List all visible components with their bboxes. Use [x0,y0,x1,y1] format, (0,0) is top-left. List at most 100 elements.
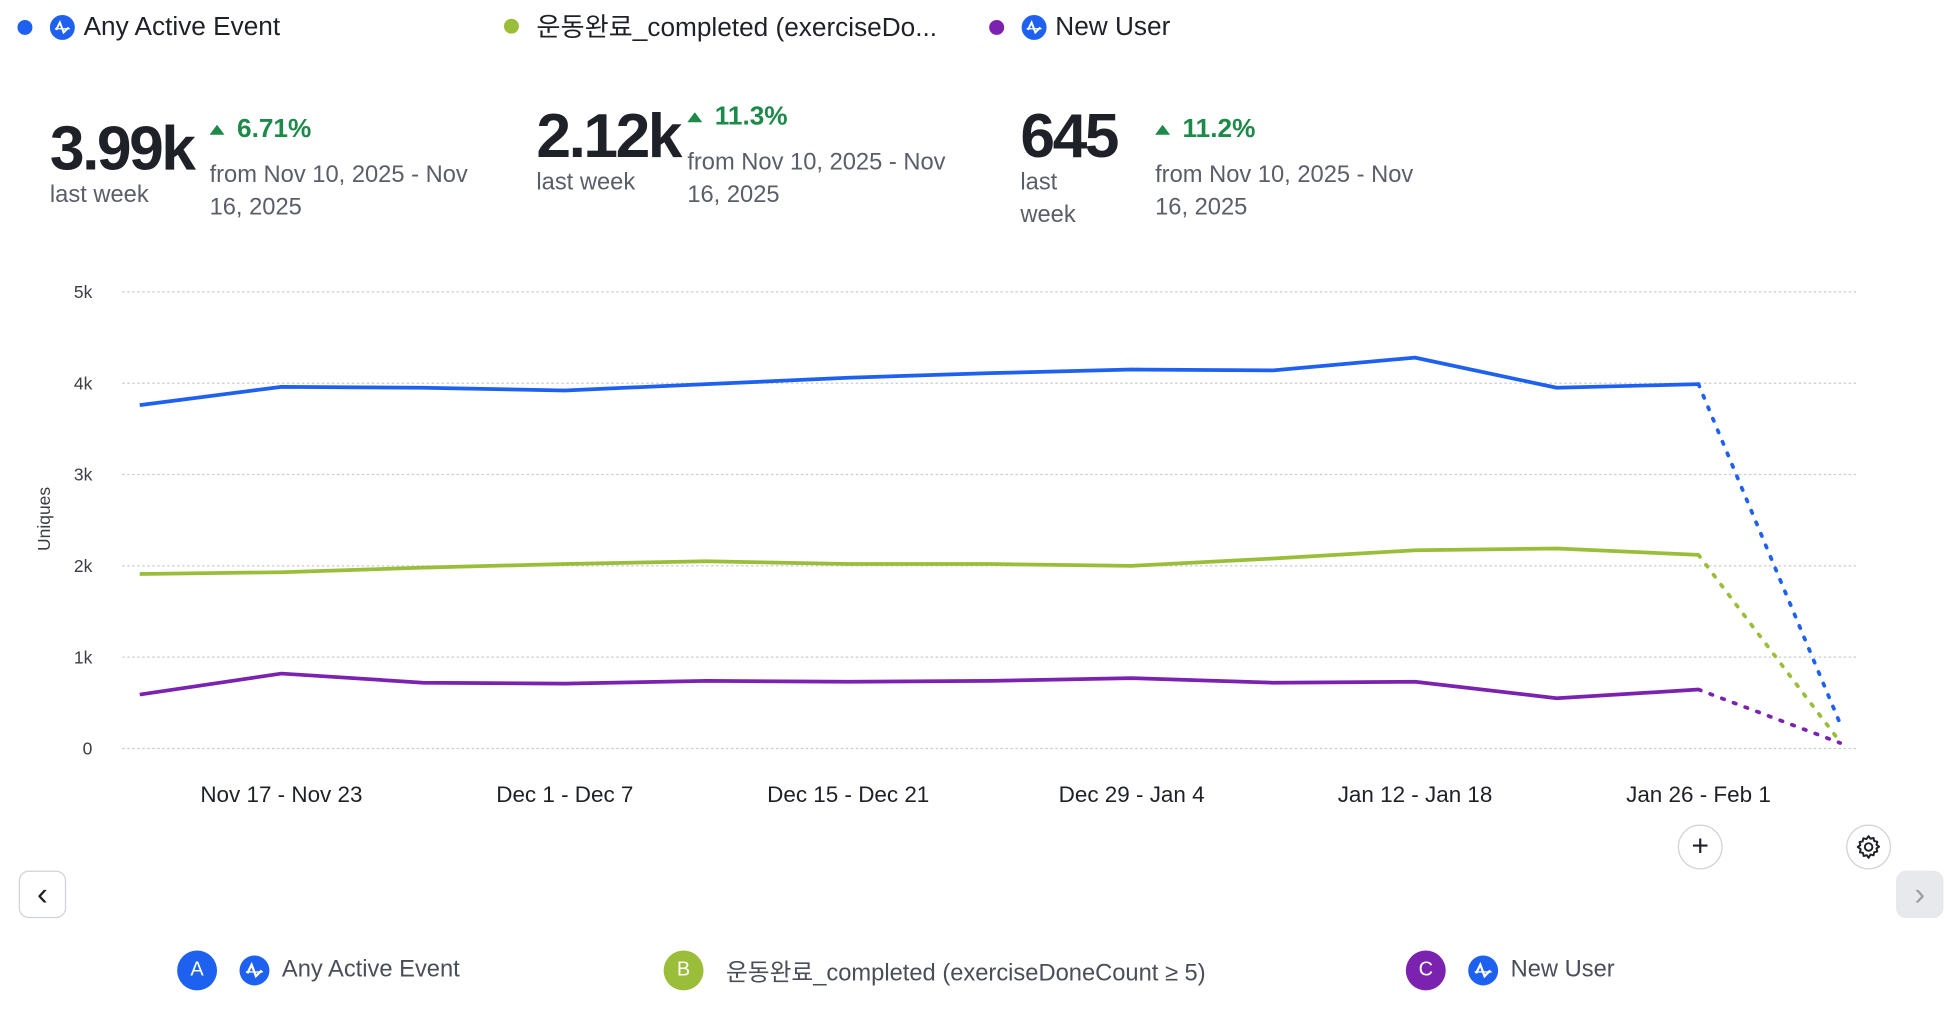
y-tick-label: 3k [74,465,93,485]
data-point[interactable] [841,674,856,689]
comparison-range: from Nov 10, 2025 - Nov 16, 2025 [209,162,468,221]
series-letter-badge: C [1405,950,1446,991]
data-point[interactable] [1124,558,1139,573]
data-point[interactable] [841,370,856,385]
series-label: Any Active Event [281,956,460,983]
legend-label: New User [1055,12,1171,42]
series-line-2[interactable] [139,546,1699,576]
data-point[interactable] [1408,350,1423,365]
settings-button[interactable] [1846,824,1892,870]
arrow-up-icon [687,112,703,123]
data-point[interactable] [274,565,289,580]
data-point[interactable] [1833,716,1848,731]
data-point[interactable] [416,380,431,395]
metric-exercise-completed: 2.12k last week [536,101,682,200]
series-b-legend[interactable]: B 운동완료_completed (exerciseDoneCount ≥ 5) [663,950,1206,991]
amplitude-event-icon [49,14,75,40]
comparison-range: from Nov 10, 2025 - Nov 16, 2025 [687,149,946,209]
data-point[interactable] [132,567,147,582]
x-tick-label: Dec 29 - Jan 4 [1059,782,1205,807]
data-point[interactable] [1549,541,1564,556]
data-point[interactable] [1266,675,1281,690]
metric-value: 2.12k [536,101,682,171]
add-button[interactable]: + [1677,824,1723,870]
data-point[interactable] [982,366,997,381]
data-point[interactable] [132,398,147,413]
series-dot [17,19,33,35]
x-tick-label: Dec 1 - Dec 7 [496,782,633,807]
series-a-legend[interactable]: A Any Active Event [177,950,460,991]
y-tick-label: 5k [74,282,93,302]
data-point[interactable] [557,676,572,691]
data-point[interactable] [557,383,572,398]
data-point[interactable] [699,377,714,392]
data-point[interactable] [274,666,289,681]
comparison-range: from Nov 10, 2025 - Nov 16, 2025 [1155,162,1414,221]
x-tick-label: Jan 12 - Jan 18 [1338,782,1493,807]
incomplete-segment-2 [1696,552,1843,744]
change-percent: 11.2% [1182,114,1256,144]
prev-button[interactable]: ‹ [18,870,67,919]
y-tick-label: 4k [74,373,93,393]
legend-label: 운동완료_completed (exerciseDo... [536,13,938,43]
y-tick-label: 1k [74,647,93,667]
plus-icon: + [1691,829,1709,864]
arrow-up-icon [1155,124,1171,135]
series-letter-badge: B [663,950,704,991]
change-percent: 11.3% [714,102,788,131]
data-point[interactable] [1266,363,1281,378]
data-point[interactable] [1408,674,1423,689]
chevron-left-icon: ‹ [36,873,48,912]
data-point[interactable] [1124,671,1139,686]
metric-period: last week [49,182,149,209]
data-point[interactable] [416,560,431,575]
series-dot [989,19,1005,35]
data-point[interactable] [416,675,431,690]
data-point[interactable] [982,673,997,688]
legend-exercise-completed[interactable]: 운동완료_completed (exerciseDo... [503,7,938,44]
data-point[interactable] [699,673,714,688]
metric-value: 3.99k [49,113,196,184]
chevron-right-icon: › [1914,873,1926,912]
series-line-3[interactable] [139,671,1699,701]
data-point[interactable] [1549,691,1564,706]
data-point[interactable] [841,557,856,572]
data-point[interactable] [274,379,289,394]
data-point[interactable] [1549,380,1564,395]
y-tick-label: 2k [74,556,93,576]
metric-value: 645 [1020,101,1119,171]
y-tick-label: 0 [83,739,93,759]
data-point[interactable] [1124,362,1139,377]
y-axis-label: Uniques [34,487,54,551]
series-letter-badge: A [177,950,218,991]
data-point[interactable] [699,554,714,569]
metric-change: 11.3% from Nov 10, 2025 - Nov 16, 2025 [687,102,974,212]
data-point[interactable] [982,557,997,572]
metric-period: last week [536,169,636,196]
metric-any-active-event: 3.99k last week [49,113,196,212]
x-tick-label: Dec 15 - Dec 21 [767,782,929,807]
legend-label: Any Active Event [83,12,281,42]
series-label: 운동완료_completed (exerciseDoneCount ≥ 5) [725,959,1206,987]
next-button[interactable]: › [1896,870,1944,919]
data-point[interactable] [557,557,572,572]
series-label: New User [1510,956,1615,983]
change-percent: 6.71% [237,114,312,144]
metric-change: 6.71% from Nov 10, 2025 - Nov 16, 2025 [209,114,497,225]
data-point[interactable] [1691,547,1706,562]
data-point[interactable] [1691,682,1706,697]
data-point[interactable] [132,687,147,702]
amplitude-event-icon [1468,955,1499,986]
data-point[interactable] [1833,735,1848,750]
metric-new-user: 645 last week [1020,105,1120,232]
data-point[interactable] [1408,543,1423,558]
x-tick-label: Nov 17 - Nov 23 [200,782,362,807]
legend-new-user[interactable]: New User [989,12,1170,42]
arrow-up-icon [209,124,225,135]
data-point[interactable] [1266,551,1281,566]
data-point[interactable] [1691,377,1706,392]
legend-any-active-event[interactable]: Any Active Event [17,12,280,42]
series-c-legend[interactable]: C New User [1405,950,1615,991]
series-line-1[interactable] [139,355,1699,407]
